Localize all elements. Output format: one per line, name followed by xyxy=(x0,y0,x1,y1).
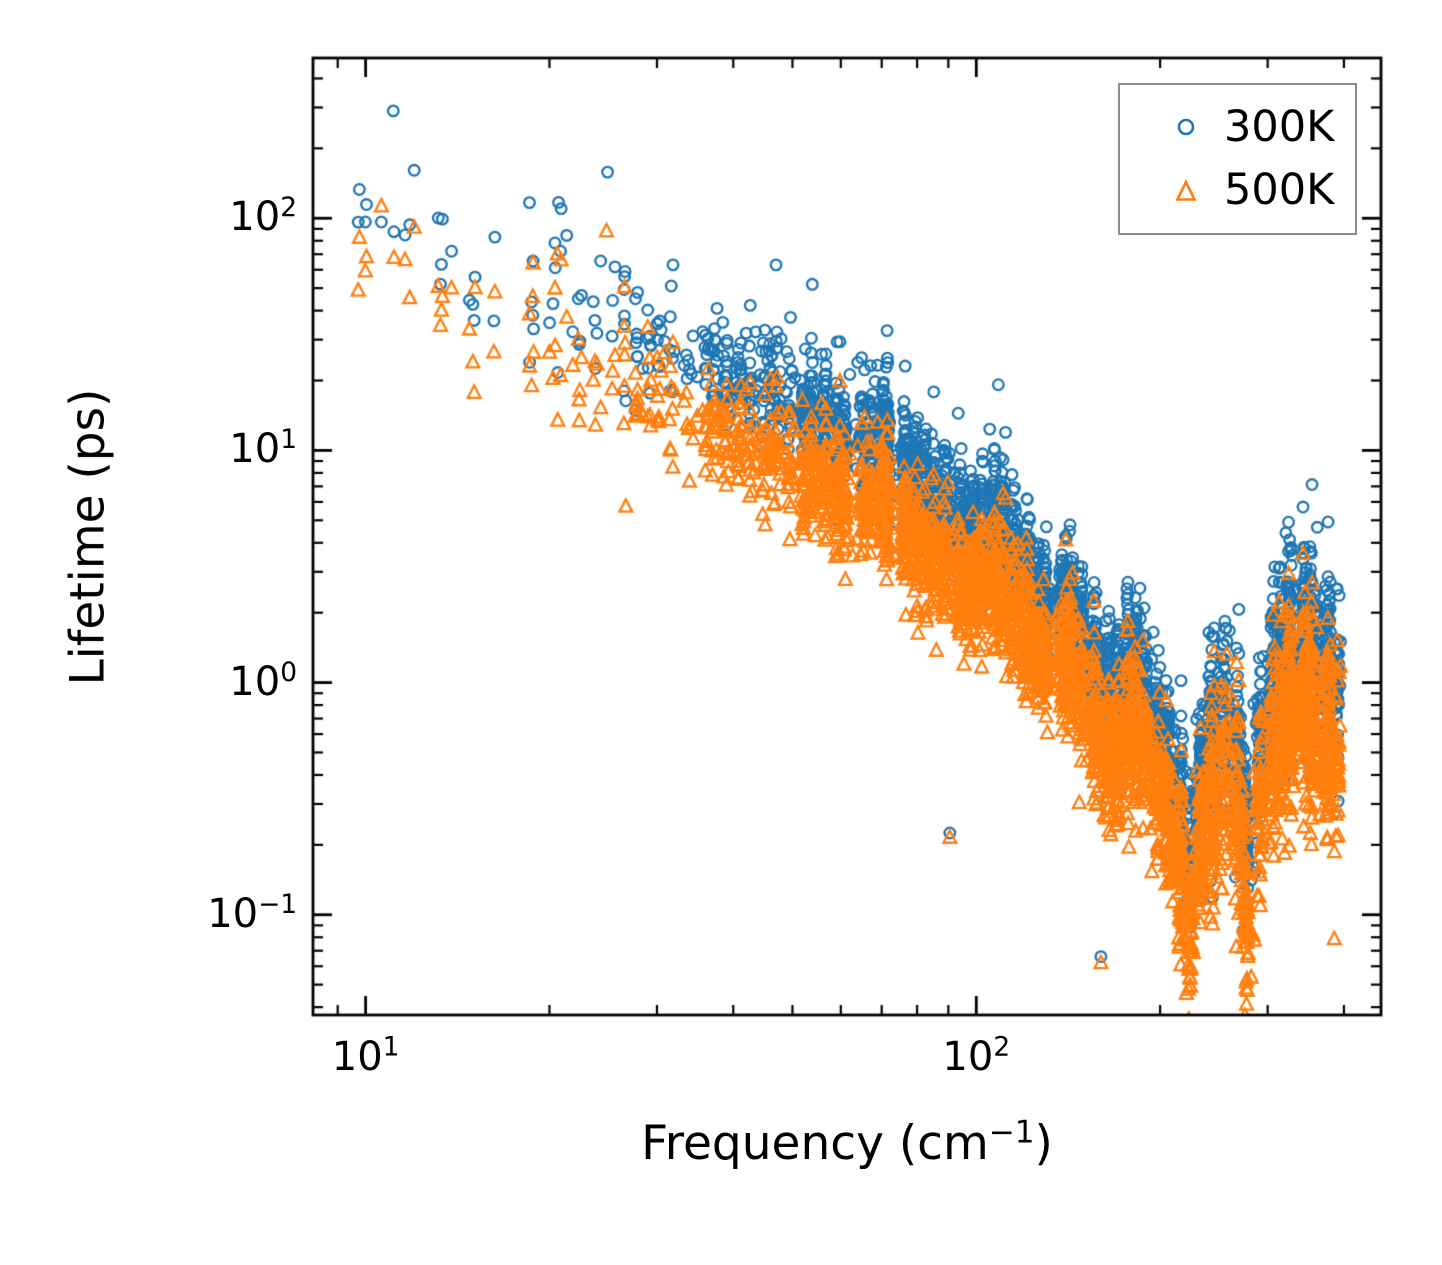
x-tick-label-1: 102 xyxy=(942,1031,1011,1080)
y-tick-label-3: 10−1 xyxy=(207,888,297,937)
y-tick-label-2: 100 xyxy=(229,656,297,705)
x-tick-label-0: 101 xyxy=(331,1031,400,1080)
y-tick-label-1: 101 xyxy=(229,424,297,473)
legend-label-300k: 300K xyxy=(1224,101,1335,152)
legend-triangle-icon xyxy=(1175,178,1197,201)
y-axis-label: Lifetime (ps) xyxy=(60,388,116,685)
legend-label-500k: 500K xyxy=(1224,165,1335,216)
legend-entry-300k: 300K xyxy=(1170,101,1355,152)
y-tick-label-0: 102 xyxy=(229,192,297,241)
legend-box: 300K 500K xyxy=(1118,83,1357,235)
x-axis-label: Frequency (cm−1) xyxy=(641,1114,1053,1171)
legend-circle-icon xyxy=(1177,118,1195,136)
legend-entry-500k: 500K xyxy=(1170,169,1355,212)
